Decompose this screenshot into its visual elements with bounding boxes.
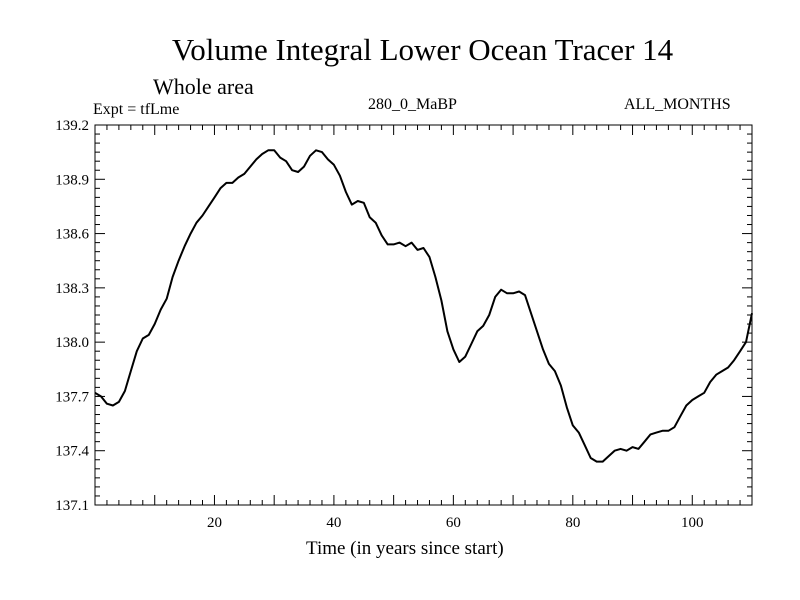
- x-tick-label: 80: [565, 515, 580, 531]
- y-tick-label: 138.6: [55, 227, 89, 243]
- axis-ticks: [95, 125, 752, 505]
- y-tick-label: 138.9: [55, 172, 89, 188]
- y-tick-label: 139.2: [55, 118, 89, 134]
- x-tick-label: 40: [326, 515, 341, 531]
- y-tick-label: 138.0: [55, 335, 89, 351]
- y-tick-label: 137.1: [55, 498, 89, 514]
- x-tick-label: 20: [207, 515, 222, 531]
- chart-subtitle: Whole area: [153, 74, 254, 99]
- chart-title: Volume Integral Lower Ocean Tracer 14: [171, 32, 674, 67]
- months-label: ALL_MONTHS: [624, 96, 731, 113]
- experiment-label: Expt = tfLme: [93, 101, 180, 118]
- period-label: 280_0_MaBP: [368, 96, 457, 113]
- x-tick-label: 100: [681, 515, 704, 531]
- data-series-line: [94, 149, 753, 463]
- y-tick-label: 137.4: [55, 444, 89, 460]
- plot-frame: [94, 124, 753, 506]
- y-tick-label: 137.7: [55, 389, 89, 405]
- axis-tick-labels: 20 40 60 80 100 137.1 137.4 137.7 138.0 138.3 138.…: [55, 118, 703, 531]
- x-axis-label: Time (in years since start): [306, 538, 504, 559]
- y-tick-label: 138.3: [55, 281, 89, 297]
- x-tick-label: 60: [446, 515, 461, 531]
